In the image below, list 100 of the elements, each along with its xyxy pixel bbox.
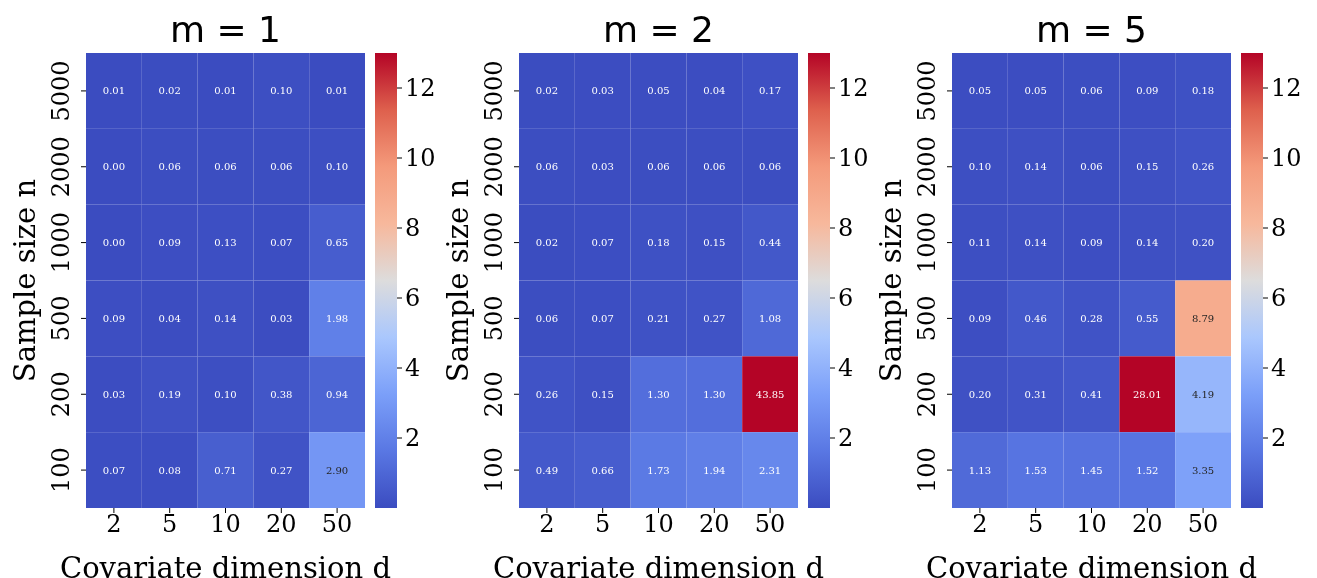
data-label: 0.06 bbox=[703, 161, 726, 173]
data-label: 0.44 bbox=[758, 237, 782, 249]
data-label: 2.31 bbox=[758, 464, 782, 476]
color-bar-label: 12 bbox=[405, 74, 436, 102]
x-axis-title: Covariate dimension d bbox=[925, 551, 1258, 578]
color-bar-label: 4 bbox=[1271, 354, 1287, 382]
y-axis-title: Sample size n bbox=[874, 178, 908, 383]
data-label: 2.90 bbox=[325, 464, 349, 476]
color-bar-label: 2 bbox=[838, 424, 854, 452]
data-label: 0.26 bbox=[1191, 161, 1215, 173]
data-label: 3.35 bbox=[1191, 464, 1215, 476]
x-tick-label: 2 bbox=[539, 510, 555, 539]
data-label: 0.14 bbox=[1136, 237, 1159, 249]
y-tick-label: 200 bbox=[913, 371, 941, 418]
x-tick-label: 2 bbox=[972, 510, 988, 539]
data-label: 0.03 bbox=[591, 161, 614, 173]
data-label: 0.06 bbox=[535, 312, 559, 324]
data-label: 0.10 bbox=[325, 161, 349, 173]
data-label: 0.07 bbox=[591, 237, 614, 249]
data-label: 0.27 bbox=[270, 464, 293, 476]
color-bar-label: 12 bbox=[838, 74, 869, 102]
data-label: 0.01 bbox=[102, 85, 126, 97]
y-tick-label: 5000 bbox=[480, 60, 508, 122]
data-label: 0.66 bbox=[591, 464, 614, 476]
data-label: 0.09 bbox=[1080, 237, 1103, 249]
data-label: 0.15 bbox=[1136, 161, 1159, 173]
x-tick-label: 5 bbox=[1028, 510, 1044, 539]
y-tick-label: 2000 bbox=[480, 136, 508, 198]
data-label: 0.71 bbox=[214, 464, 237, 476]
data-label: 0.18 bbox=[1191, 85, 1215, 97]
data-label: 0.07 bbox=[270, 237, 293, 249]
data-label: 0.01 bbox=[325, 85, 349, 97]
data-label: 1.52 bbox=[1136, 464, 1159, 476]
data-label: 0.38 bbox=[270, 388, 293, 400]
y-tick-label: 2000 bbox=[47, 136, 75, 198]
data-label: 0.03 bbox=[270, 312, 293, 324]
chart-title: m = 5 bbox=[1035, 8, 1148, 52]
data-label: 0.06 bbox=[158, 161, 181, 173]
data-label: 8.79 bbox=[1191, 312, 1215, 324]
x-tick-label: 5 bbox=[595, 510, 611, 539]
color-bar-label: 4 bbox=[405, 354, 421, 382]
data-label: 0.08 bbox=[158, 464, 181, 476]
x-tick-label: 5 bbox=[162, 510, 178, 539]
data-label: 0.03 bbox=[102, 388, 126, 400]
data-label: 0.19 bbox=[158, 388, 181, 400]
y-tick-label: 500 bbox=[480, 295, 508, 342]
y-tick-label: 1000 bbox=[47, 212, 75, 274]
x-tick-label: 10 bbox=[643, 510, 674, 539]
data-label: 1.98 bbox=[325, 312, 349, 324]
x-axis-title: Covariate dimension d bbox=[492, 551, 825, 578]
data-label: 0.18 bbox=[647, 237, 670, 249]
x-tick-label: 50 bbox=[1187, 510, 1219, 539]
color-bar-label: 10 bbox=[838, 144, 869, 172]
data-label: 43.85 bbox=[755, 388, 785, 400]
data-label: 0.94 bbox=[325, 388, 349, 400]
y-tick-label: 100 bbox=[913, 447, 941, 493]
data-label: 0.06 bbox=[214, 161, 237, 173]
data-label: 0.00 bbox=[102, 161, 126, 173]
chart-title: m = 2 bbox=[602, 8, 715, 52]
y-tick-label: 200 bbox=[480, 371, 508, 418]
data-label: 0.20 bbox=[1191, 237, 1215, 249]
color-bar-label: 6 bbox=[405, 284, 421, 312]
data-label: 0.17 bbox=[758, 85, 782, 97]
data-label: 0.05 bbox=[968, 85, 992, 97]
data-label: 0.46 bbox=[1024, 312, 1047, 324]
data-label: 0.06 bbox=[1080, 85, 1103, 97]
data-label: 1.45 bbox=[1080, 464, 1103, 476]
data-label: 0.15 bbox=[591, 388, 614, 400]
x-tick-label: 10 bbox=[1076, 510, 1107, 539]
data-label: 0.26 bbox=[535, 388, 559, 400]
color-bar-label: 2 bbox=[1271, 424, 1287, 452]
x-tick-label: 50 bbox=[754, 510, 786, 539]
data-label: 0.15 bbox=[703, 237, 726, 249]
data-label: 0.04 bbox=[158, 312, 181, 324]
x-tick-label: 20 bbox=[1132, 510, 1163, 539]
color-bar-label: 8 bbox=[405, 214, 421, 242]
data-label: 0.09 bbox=[158, 237, 181, 249]
data-label: 0.04 bbox=[703, 85, 726, 97]
data-label: 0.05 bbox=[1024, 85, 1047, 97]
data-label: 1.13 bbox=[968, 464, 992, 476]
data-label: 0.65 bbox=[325, 237, 349, 249]
data-label: 0.07 bbox=[591, 312, 614, 324]
data-label: 0.11 bbox=[968, 237, 992, 249]
data-label: 0.02 bbox=[535, 237, 559, 249]
x-tick-label: 20 bbox=[266, 510, 297, 539]
data-label: 1.08 bbox=[758, 312, 782, 324]
data-label: 1.53 bbox=[1024, 464, 1047, 476]
color-bar-label: 10 bbox=[405, 144, 436, 172]
x-axis-title: Covariate dimension d bbox=[59, 551, 392, 578]
data-label: 0.09 bbox=[968, 312, 992, 324]
y-tick-label: 1000 bbox=[913, 212, 941, 274]
color-bar-label: 8 bbox=[838, 214, 854, 242]
y-tick-label: 500 bbox=[913, 295, 941, 342]
color-bar-label: 10 bbox=[1271, 144, 1302, 172]
data-label: 0.02 bbox=[535, 85, 559, 97]
data-label: 0.05 bbox=[647, 85, 670, 97]
data-label: 0.41 bbox=[1080, 388, 1103, 400]
data-label: 0.06 bbox=[535, 161, 559, 173]
y-tick-label: 1000 bbox=[480, 212, 508, 274]
data-label: 1.30 bbox=[647, 388, 670, 400]
